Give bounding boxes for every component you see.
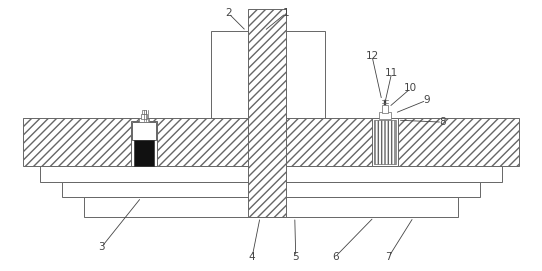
Text: 5: 5	[293, 252, 299, 262]
Bar	[372, 118, 398, 166]
Text: 3: 3	[99, 242, 105, 252]
Bar	[143, 110, 146, 114]
Bar	[384, 100, 386, 105]
Bar	[211, 31, 248, 118]
Bar	[379, 112, 391, 119]
Text: 11: 11	[385, 68, 398, 78]
Text: 7: 7	[385, 252, 392, 262]
Bar	[132, 121, 157, 166]
Bar	[62, 182, 480, 197]
Text: 12: 12	[365, 51, 378, 61]
Bar	[141, 114, 147, 119]
Bar	[132, 122, 156, 140]
Bar	[374, 120, 396, 164]
Text: 6: 6	[332, 252, 339, 262]
Bar	[382, 105, 388, 113]
Bar	[286, 31, 325, 118]
Text: 10: 10	[404, 83, 417, 93]
Bar	[139, 118, 149, 122]
Bar	[41, 166, 501, 182]
Text: 4: 4	[249, 252, 255, 262]
Bar	[84, 197, 458, 217]
Text: 9: 9	[423, 95, 430, 105]
Text: 1: 1	[282, 8, 289, 18]
Bar	[134, 140, 154, 166]
Text: 2: 2	[225, 8, 232, 18]
Text: 8: 8	[439, 117, 446, 127]
Bar	[23, 118, 519, 166]
Bar	[248, 9, 286, 217]
